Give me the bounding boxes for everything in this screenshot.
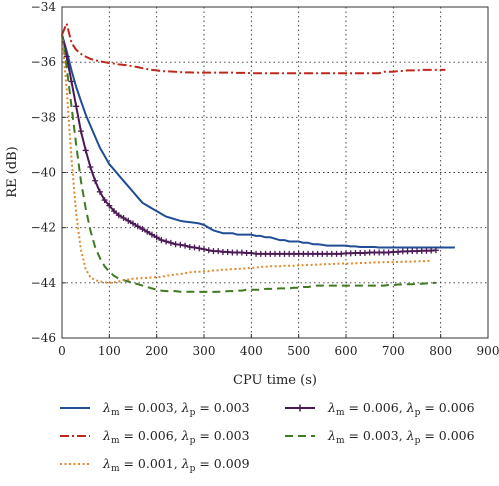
y-tick-label: −36	[31, 55, 56, 69]
series-line	[61, 34, 432, 284]
x-tick-label: 900	[477, 344, 499, 358]
legend-label: λm = 0.006, λp = 0.003	[102, 428, 250, 446]
series-marker	[115, 212, 122, 219]
x-tick-label: 800	[429, 344, 452, 358]
x-tick-label: 100	[98, 344, 121, 358]
y-tick-label: −44	[31, 276, 57, 290]
y-tick-label: −42	[31, 221, 56, 235]
series-marker	[106, 202, 113, 209]
series-marker	[144, 228, 151, 235]
series-marker	[205, 247, 212, 254]
series-marker	[87, 163, 94, 170]
y-tick-label: −40	[31, 166, 56, 180]
series-marker	[130, 220, 136, 227]
x-tick-label: 300	[193, 344, 216, 358]
legend-label: λm = 0.001, λp = 0.009	[102, 456, 250, 474]
series-marker	[120, 215, 127, 222]
series-marker	[82, 147, 89, 154]
series-marker	[73, 103, 80, 110]
series-marker	[167, 239, 174, 246]
series-marker	[96, 188, 103, 195]
series-line	[61, 22, 446, 75]
legend-label: λm = 0.003, λp = 0.006	[327, 428, 475, 446]
series-marker	[92, 177, 99, 184]
series-marker	[68, 78, 75, 85]
series-marker	[125, 217, 132, 224]
series-marker	[134, 223, 141, 230]
series-layer	[61, 22, 455, 293]
series-marker	[153, 234, 160, 241]
y-axis-title: RE (dB)	[5, 146, 20, 197]
plot-frame	[61, 6, 489, 339]
series-marker	[201, 246, 207, 253]
y-tick-label: −46	[31, 331, 56, 345]
series-marker	[139, 226, 146, 233]
series-marker	[163, 238, 170, 245]
series-line	[61, 34, 455, 249]
series-marker	[248, 250, 255, 257]
ticks: 0 100 200 300 400 500 600 700 800 900 −34 −36 −38 −40…	[31, 0, 499, 358]
series-marker	[111, 208, 118, 215]
x-tick-label: 0	[58, 344, 66, 358]
x-tick-label: 500	[287, 344, 310, 358]
x-tick-label: 700	[382, 344, 405, 358]
series-marker	[177, 241, 184, 248]
y-tick-label: −38	[31, 110, 56, 124]
series-marker	[101, 197, 108, 204]
series-marker	[148, 231, 155, 238]
legend-marker	[296, 404, 304, 412]
series-marker	[182, 242, 189, 249]
series-marker	[191, 244, 198, 251]
series-marker	[63, 53, 70, 60]
x-tick-label: 400	[240, 344, 263, 358]
legend-label: λm = 0.006, λp = 0.006	[327, 400, 475, 418]
x-tick-label: 200	[145, 344, 168, 358]
legend: λm = 0.003, λp = 0.003 λm = 0.006, λp = 0…	[60, 400, 475, 474]
series-marker	[215, 248, 222, 255]
series-marker	[158, 237, 165, 244]
series-marker	[77, 128, 84, 135]
series-marker	[196, 245, 203, 252]
y-tick-label: −34	[31, 0, 57, 14]
legend-label: λm = 0.003, λp = 0.003	[102, 400, 250, 418]
x-axis-title: CPU time (s)	[233, 373, 317, 388]
series-marker	[432, 247, 439, 254]
x-tick-label: 600	[335, 344, 358, 358]
